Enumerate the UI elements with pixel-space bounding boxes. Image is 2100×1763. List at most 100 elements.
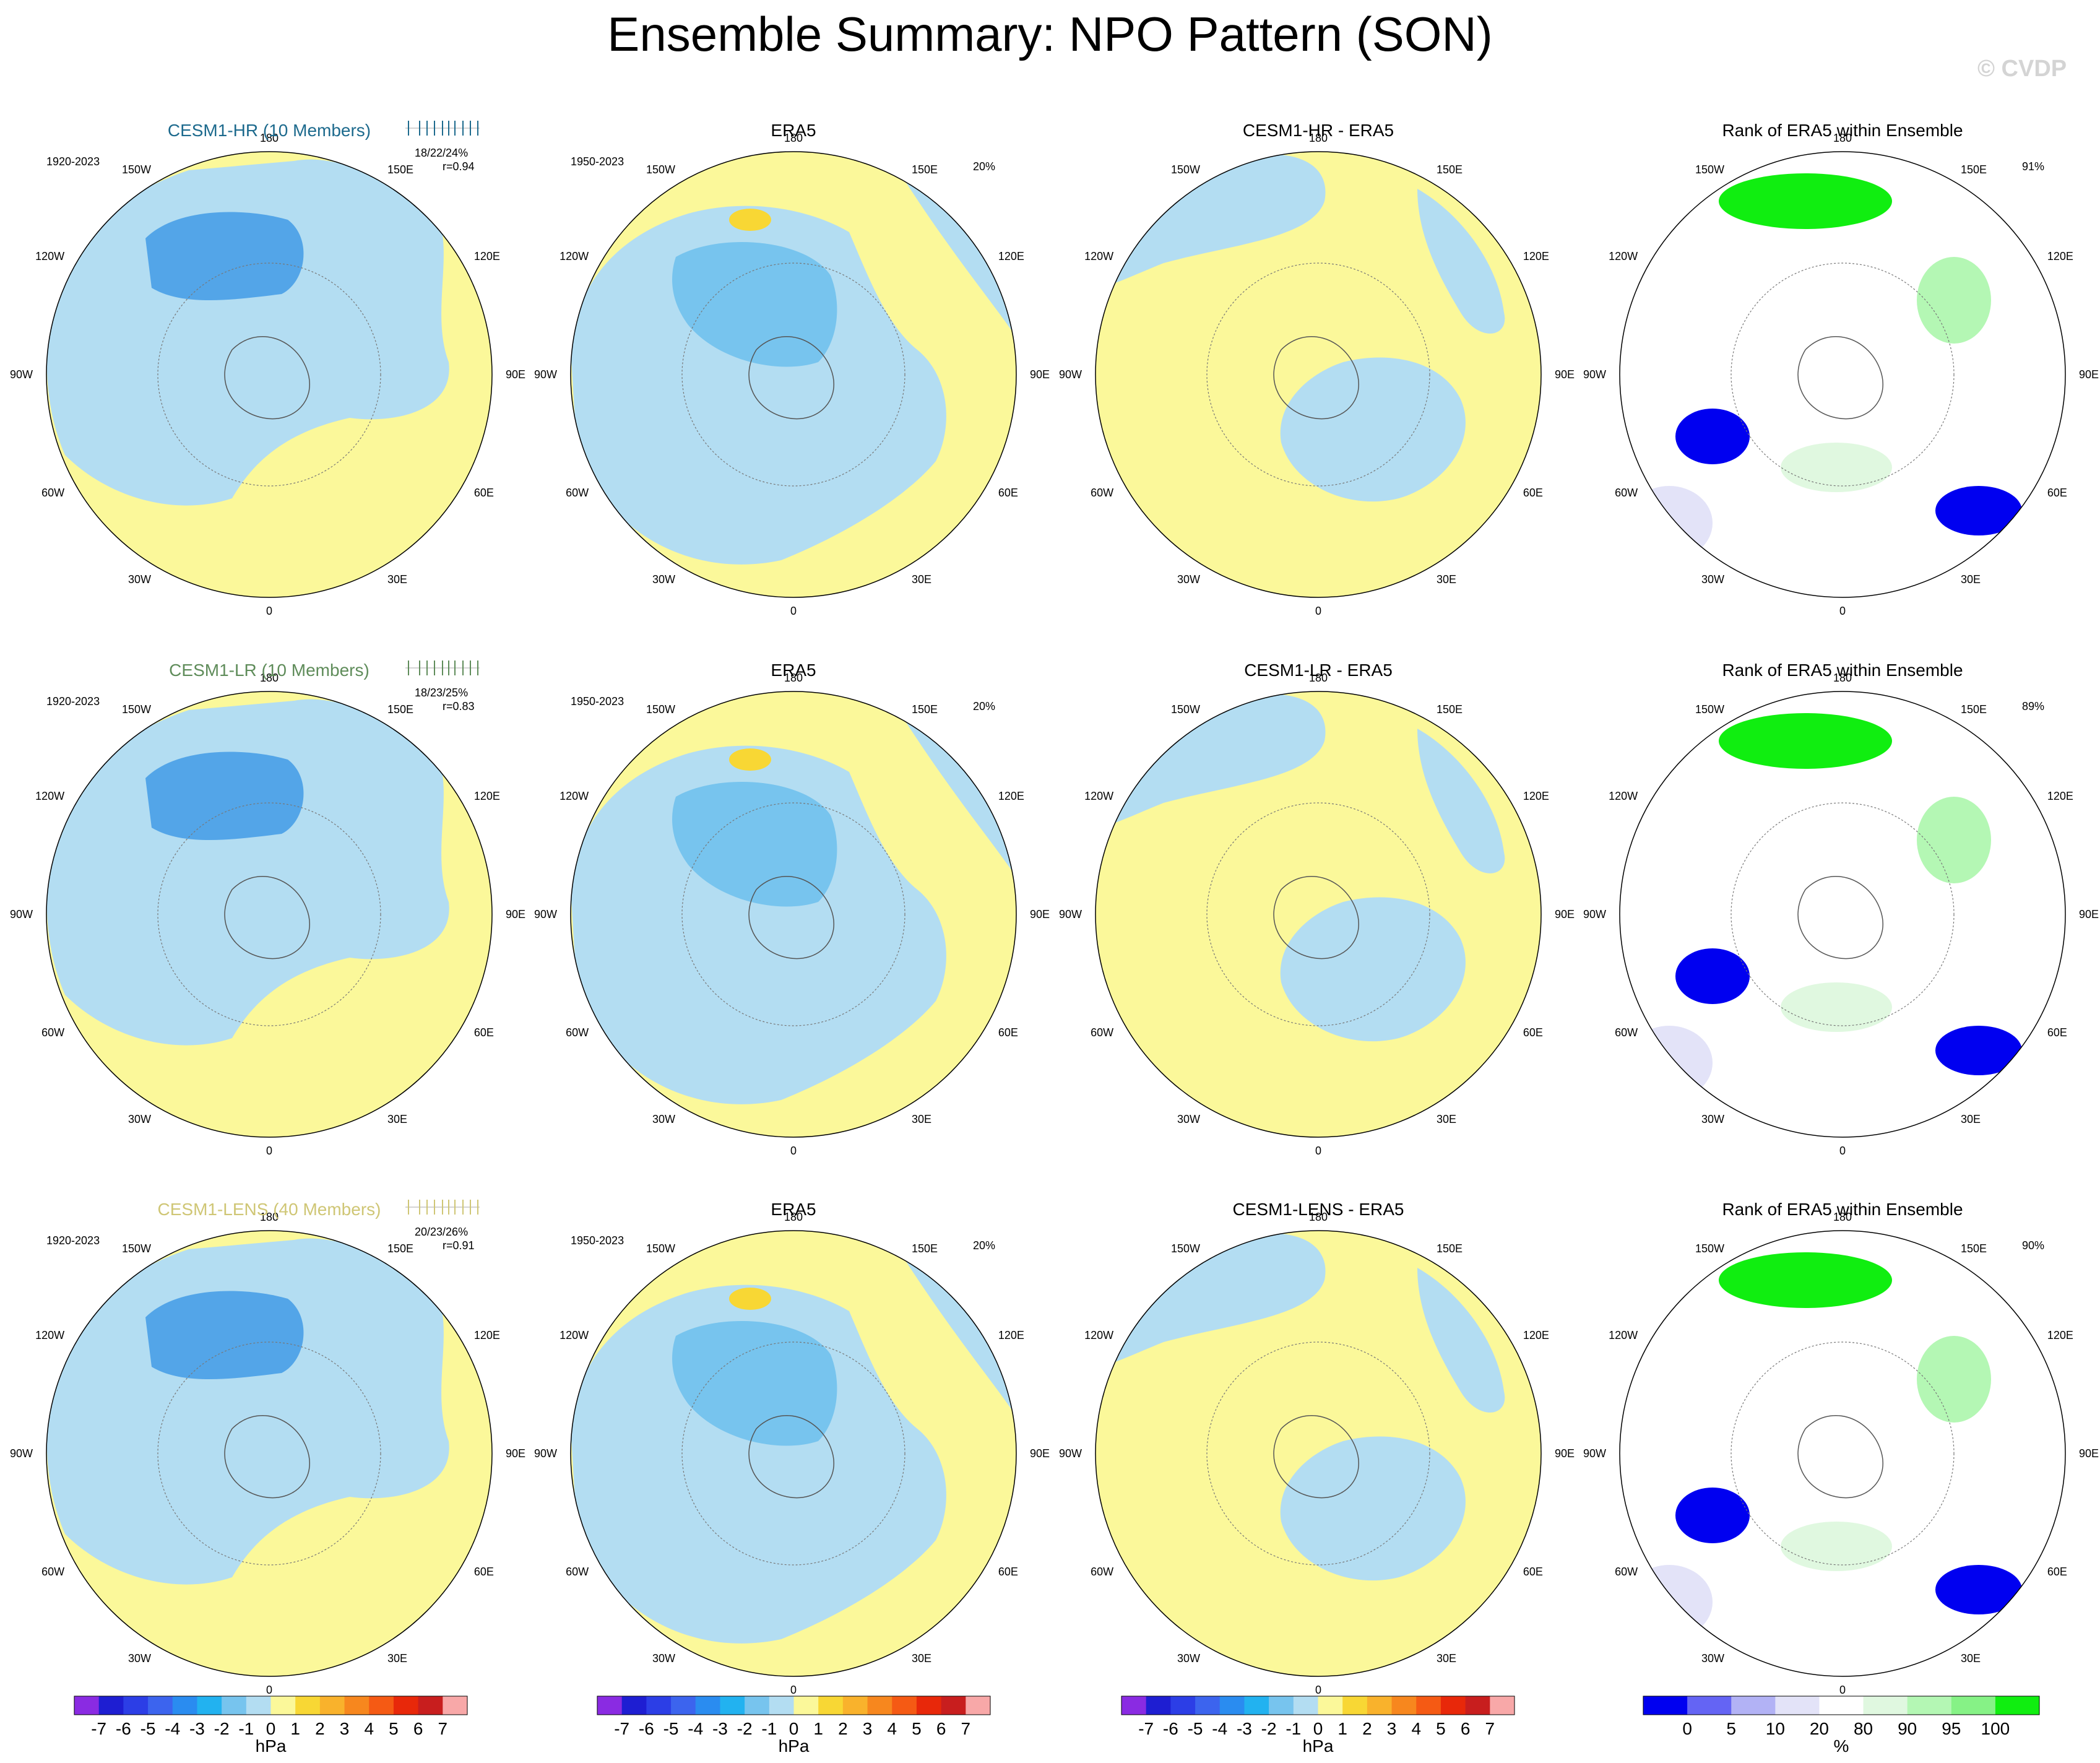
longitude-label: 150W — [646, 1242, 675, 1255]
longitude-label: 30E — [1961, 1113, 1981, 1125]
negative-region — [1417, 1268, 1505, 1413]
longitude-label: 90E — [506, 368, 525, 381]
longitude-label: 150W — [1171, 703, 1200, 716]
period-label: 1920-2023 — [46, 1234, 100, 1247]
longitude-label: 0 — [790, 1684, 797, 1696]
longitude-label: 60W — [41, 487, 64, 499]
map-panel: 180 150E 120E 90E 60E 30E 0 30W 60W 90W 120W 150W ER… — [534, 1200, 1050, 1696]
colorbar-swatch — [1951, 1696, 1996, 1715]
correlation-label: r=0.91 — [443, 1239, 475, 1252]
rank-pct-label: 90% — [2022, 1239, 2044, 1252]
map-border — [570, 691, 1017, 1138]
rank-region — [1781, 443, 1892, 492]
colorbar-swatch — [1465, 1696, 1490, 1715]
colorbar-swatch — [418, 1696, 443, 1715]
longitude-label: 90W — [1583, 368, 1606, 381]
longitude-label: 30E — [1961, 1652, 1981, 1665]
longitude-label: 30W — [1177, 573, 1200, 586]
longitude-label: 0 — [1839, 1145, 1846, 1157]
map-fill — [571, 1231, 1016, 1676]
longitude-label: 60E — [998, 1026, 1018, 1039]
negative-core — [145, 1291, 304, 1379]
rank-region — [1675, 409, 1750, 464]
colorbar-swatch — [1907, 1696, 1952, 1715]
colorbar-tick-label: -1 — [1285, 1719, 1301, 1738]
map-fill — [1095, 691, 1541, 1137]
longitude-label: 30E — [912, 1652, 931, 1665]
longitude-label: 120W — [1084, 790, 1113, 802]
longitude-label: 120E — [1523, 250, 1549, 262]
colorbar-swatch — [246, 1696, 271, 1715]
map-border — [570, 1230, 1017, 1677]
longitude-label: 30W — [652, 1113, 675, 1125]
panel-title: CESM1-HR (10 Members) — [168, 121, 371, 140]
map-panel: 180 150E 120E 90E 60E 30E 0 30W 60W 90W 120W 150W Ra… — [1583, 121, 2099, 617]
colorbar-swatch — [1687, 1696, 1732, 1715]
colorbar-swatch — [98, 1696, 124, 1715]
map-fill — [571, 152, 1016, 597]
colorbar-swatch — [1995, 1696, 2040, 1715]
longitude-label: 150W — [122, 703, 151, 716]
colorbar-swatch — [319, 1696, 345, 1715]
coastline — [1797, 875, 1883, 959]
colorbar-tick-label: 4 — [364, 1719, 374, 1738]
longitude-label: 90W — [1059, 1447, 1082, 1460]
period-label: 1950-2023 — [571, 695, 624, 708]
latitude-circle — [1206, 262, 1430, 487]
longitude-label: 120W — [1609, 250, 1638, 262]
map-border — [1619, 151, 2066, 598]
rank-region — [1675, 948, 1750, 1004]
colorbar-swatch — [818, 1696, 844, 1715]
colorbar-swatch — [597, 1696, 623, 1715]
panel-title: Rank of ERA5 within Ensemble — [1722, 661, 1963, 680]
pct-variance-label: 18/22/24% — [415, 147, 468, 159]
colorbar-tick-label: 2 — [1362, 1719, 1372, 1738]
longitude-label: 60E — [998, 1566, 1018, 1578]
colorbar-swatch — [646, 1696, 672, 1715]
longitude-label: 120E — [474, 250, 500, 262]
longitude-label: 30E — [1437, 1652, 1456, 1665]
period-label: 1950-2023 — [571, 1234, 624, 1247]
colorbar-tick-label: 1 — [290, 1719, 300, 1738]
colorbar-swatch — [842, 1696, 868, 1715]
longitude-label: 150W — [646, 703, 675, 716]
longitude-label: 90E — [2079, 1447, 2099, 1460]
colorbar-swatch — [295, 1696, 321, 1715]
colorbar-tick-label: 0 — [789, 1719, 799, 1738]
longitude-label: 30W — [1177, 1652, 1200, 1665]
period-label: 1950-2023 — [571, 155, 624, 168]
longitude-label: 150E — [912, 703, 938, 716]
longitude-label: 30W — [128, 573, 151, 586]
longitude-label: 30E — [387, 1652, 407, 1665]
colorbar-tick-label: 95 — [1942, 1719, 1961, 1738]
colorbar-hpa-2: -7 -6 -5 -4 -3 -2 -1 0 1 2 3 4 5 6 7 hPa — [597, 1696, 991, 1756]
pct-variance-label: 20% — [973, 1239, 995, 1252]
map-border — [1619, 1230, 2066, 1677]
correlation-label: r=0.83 — [443, 700, 475, 713]
longitude-label: 90W — [1059, 908, 1082, 920]
member-ticks — [405, 121, 480, 136]
longitude-label: 0 — [1315, 1145, 1321, 1157]
colorbar-tick-label: 4 — [1411, 1719, 1421, 1738]
map-fill — [1095, 1231, 1541, 1676]
latitude-circle — [1206, 1341, 1430, 1566]
rank-region — [1781, 982, 1892, 1032]
colorbar-swatch — [1367, 1696, 1393, 1715]
longitude-label: 120W — [35, 250, 64, 262]
longitude-label: 0 — [1315, 1684, 1321, 1696]
coastline — [748, 875, 834, 959]
map-border — [1095, 1230, 1542, 1677]
longitude-label: 60W — [1091, 1026, 1113, 1039]
colorbar-swatch — [966, 1696, 991, 1715]
longitude-label: 90E — [2079, 368, 2099, 381]
negative-region — [571, 745, 946, 1104]
latitude-circle — [1206, 802, 1430, 1026]
colorbar-unit: hPa — [779, 1736, 810, 1756]
map-fill — [46, 1231, 492, 1676]
rank-region — [1935, 486, 2022, 535]
colorbar-tick-label: -5 — [1188, 1719, 1203, 1738]
colorbar-tick-label: 2 — [838, 1719, 848, 1738]
longitude-label: 180 — [784, 1211, 803, 1223]
colorbar-swatch — [1195, 1696, 1221, 1715]
rank-region — [1626, 486, 1713, 560]
